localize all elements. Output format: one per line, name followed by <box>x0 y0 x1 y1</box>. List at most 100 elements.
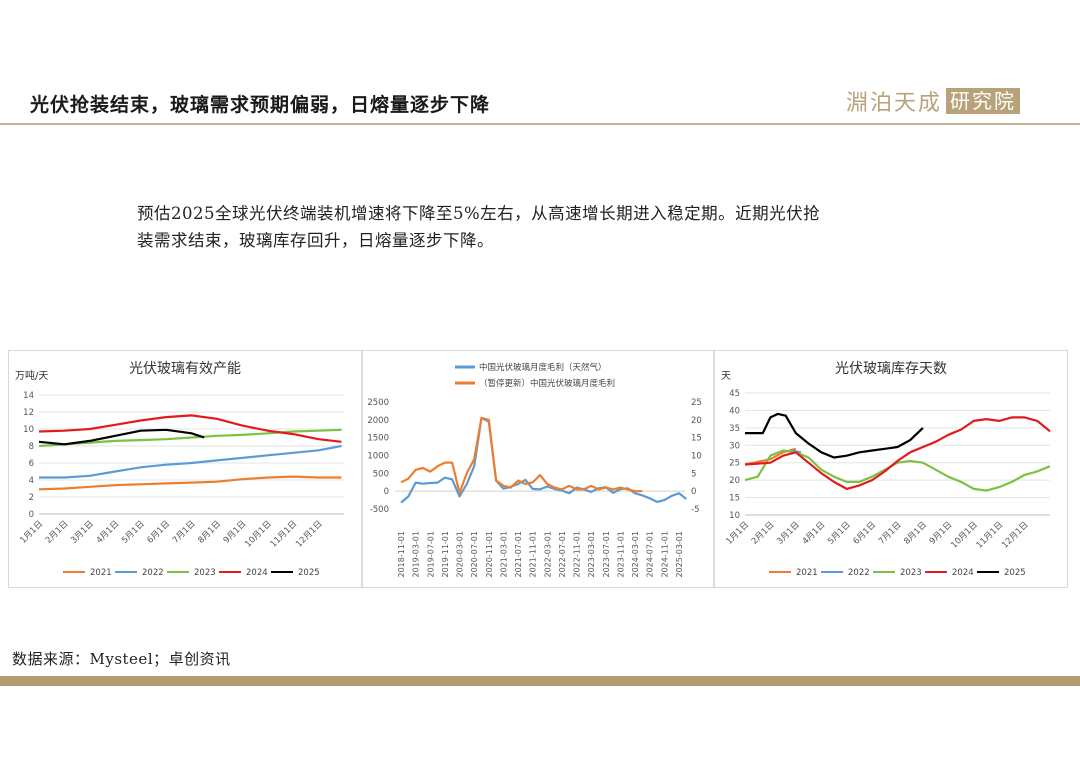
series-line-2023 <box>38 428 342 448</box>
x-tick-label: 10月1日 <box>243 519 274 550</box>
series-line-2024 <box>38 414 342 443</box>
y-tick-label: 6 <box>29 459 34 469</box>
chart-panel-inventory: 光伏玻璃库存天数天 10 15 20 25 30 35 40 45 1月1日 2月1日 3月1日 4月1… <box>714 350 1068 588</box>
x-tick-label: 6月1日 <box>145 519 172 546</box>
summary-text: 预估2025全球光伏终端装机增速将下降至5%左右，从高速增长期进入稳定期。近期光… <box>137 200 947 254</box>
right-tick-label: 25 <box>691 398 702 408</box>
legend-label-0: 中国光伏玻璃月度毛利（天然气） <box>479 362 607 373</box>
legend-label-2022: 2022 <box>142 568 164 578</box>
y-axis-label: 万吨/天 <box>15 369 48 382</box>
legend-label-2025: 2025 <box>1004 568 1026 578</box>
legend-label-2022: 2022 <box>848 568 870 578</box>
y-tick-label: 12 <box>23 408 34 418</box>
y-tick-label: 30 <box>729 441 740 451</box>
x-tick-label: 2023-11-01 <box>616 531 625 578</box>
y-tick-label: 8 <box>29 442 34 452</box>
x-tick-label: 2022-03-01 <box>543 531 552 578</box>
x-tick-label: 2019-07-01 <box>426 531 435 578</box>
x-tick-label: 2月1日 <box>44 519 71 546</box>
series-line-2024 <box>744 416 1051 490</box>
left-tick-label: -500 <box>370 505 389 515</box>
series-line-2023 <box>744 449 1051 492</box>
right-tick-label: -5 <box>691 505 699 515</box>
logo-text: 淵泊天成 <box>846 91 943 116</box>
x-tick-label: 2019-03-01 <box>412 531 421 578</box>
y-tick-label: 14 <box>23 391 34 401</box>
legend-label-2021: 2021 <box>796 568 818 578</box>
legend-label-2025: 2025 <box>298 568 320 578</box>
inventory-chart: 光伏玻璃库存天数天10152025303540451月1日2月1日3月1日4月1… <box>721 360 1051 578</box>
left-tick-label: 2500 <box>367 398 389 408</box>
summary-line-1: 预估2025全球光伏终端装机增速将下降至5%左右，从高速增长期进入稳定期。近期光… <box>137 204 821 223</box>
legend-label-2024: 2024 <box>246 568 268 578</box>
series-line-2025 <box>745 412 924 459</box>
y-tick-label: 20 <box>729 476 740 486</box>
left-tick-label: 0 <box>384 487 389 497</box>
data-source: 数据来源：Mysteel；卓创资讯 <box>12 650 231 668</box>
chart-title: 光伏玻璃有效产能 <box>129 360 241 377</box>
y-tick-label: 10 <box>729 511 740 521</box>
series-line-2025 <box>38 428 205 446</box>
y-tick-label: 45 <box>729 389 740 399</box>
x-tick-label: 3月1日 <box>775 520 802 547</box>
right-tick-label: 5 <box>691 469 696 479</box>
x-tick-label: 2020-07-01 <box>470 531 479 578</box>
x-tick-label: 1月1日 <box>18 519 45 546</box>
margin-chart: -500 0 500 1000 1500 2000 2500 -5 0 5 10 15 20 25 2018… <box>367 362 702 578</box>
x-tick-label: 5月1日 <box>120 519 147 546</box>
y-tick-label: 2 <box>29 493 34 503</box>
x-tick-label: 5月1日 <box>826 520 853 547</box>
legend-label-2021: 2021 <box>90 568 112 578</box>
series-line-2021 <box>38 475 342 491</box>
x-tick-label: 7月1日 <box>171 519 198 546</box>
x-tick-label: 2024-07-01 <box>646 531 655 578</box>
brand-logo: 淵泊天成 研究院 <box>846 86 1021 116</box>
x-tick-label: 3月1日 <box>69 519 96 546</box>
right-tick-label: 0 <box>691 487 696 497</box>
legend-label-1: （暂停更新）中国光伏玻璃月度毛利 <box>479 378 615 389</box>
x-tick-label: 1月1日 <box>724 520 751 547</box>
y-tick-label: 10 <box>23 425 34 435</box>
x-tick-label: 2021-03-01 <box>499 531 508 578</box>
series-line-2022 <box>39 444 342 479</box>
left-tick-label: 500 <box>373 469 389 479</box>
x-tick-label: 12月1日 <box>294 519 325 550</box>
y-tick-label: 15 <box>729 494 740 504</box>
legend-label-2024: 2024 <box>952 568 974 578</box>
x-tick-label: 8月1日 <box>902 520 929 547</box>
left-tick-label: 2000 <box>367 416 389 426</box>
x-tick-label: 11月1日 <box>975 520 1006 551</box>
x-tick-label: 2021-11-01 <box>529 531 538 578</box>
x-tick-label: 2022-11-01 <box>573 531 582 578</box>
chart-panel-capacity: 光伏玻璃有效产能 万吨/天 0 2 4 6 8 10 12 14 1月1日 2月1日 3月1日 4月1日 5… <box>8 350 362 588</box>
x-tick-label: 10月1日 <box>949 520 980 551</box>
legend-label-2023: 2023 <box>900 568 922 578</box>
x-tick-label: 12月1日 <box>1000 520 1031 551</box>
x-tick-label: 4月1日 <box>95 519 122 546</box>
left-tick-label: 1000 <box>367 452 389 462</box>
chart-panel-margin: -500 0 500 1000 1500 2000 2500 -5 0 5 10 15 20 25 2018… <box>362 350 714 588</box>
y-tick-label: 40 <box>729 406 740 416</box>
legend-label-2023: 2023 <box>194 568 216 578</box>
x-tick-label: 2月1日 <box>750 520 777 547</box>
x-tick-label: 11月1日 <box>269 519 300 550</box>
x-tick-label: 4月1日 <box>801 520 828 547</box>
y-tick-label: 0 <box>29 510 34 520</box>
right-tick-label: 20 <box>691 416 702 426</box>
series-line-0 <box>400 416 687 504</box>
series-line-1 <box>400 416 643 494</box>
chart-title: 光伏玻璃库存天数 <box>835 360 947 377</box>
footer-bar <box>0 676 1080 686</box>
summary-line-2: 装需求结束，玻璃库存回升，日熔量逐步下降。 <box>137 231 494 250</box>
x-tick-label: 8月1日 <box>196 519 223 546</box>
right-tick-label: 15 <box>691 434 702 444</box>
x-tick-label: 2018-11-01 <box>397 531 406 578</box>
page-title: 光伏抢装结束，玻璃需求预期偏弱，日熔量逐步下降 <box>30 94 491 116</box>
x-tick-label: 2020-11-01 <box>485 531 494 578</box>
x-tick-label: 2023-07-01 <box>602 531 611 578</box>
x-tick-label: 7月1日 <box>877 520 904 547</box>
y-tick-label: 35 <box>729 424 740 434</box>
right-tick-label: 10 <box>691 452 702 462</box>
x-tick-label: 6月1日 <box>851 520 878 547</box>
x-tick-label: 2024-03-01 <box>631 531 640 578</box>
